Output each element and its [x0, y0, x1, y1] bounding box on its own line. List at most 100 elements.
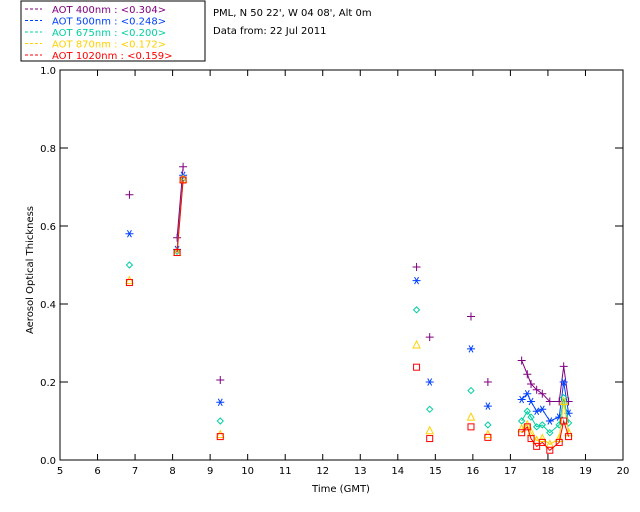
x-tick-label: 12 [316, 466, 329, 477]
data-point-plus [559, 362, 568, 371]
data-point-square [125, 279, 133, 287]
data-point-asterisk [538, 405, 547, 414]
y-tick-label: 0.2 [40, 378, 56, 389]
series-layer [125, 162, 573, 454]
data-point-plus [179, 162, 188, 171]
title-line-2: Data from: 22 Jul 2011 [213, 26, 326, 37]
x-tick-label: 5 [57, 466, 63, 477]
data-point-square [413, 363, 421, 371]
data-point-square [560, 417, 568, 425]
x-tick-label: 20 [617, 466, 630, 477]
data-point-diamond [559, 393, 568, 402]
data-point-square [555, 438, 563, 446]
data-point-asterisk [412, 276, 421, 285]
series-line [176, 179, 184, 253]
series-line [521, 419, 570, 451]
data-point-triangle [412, 339, 421, 349]
data-point-plus [517, 356, 526, 365]
data-point-triangle [466, 411, 476, 421]
data-point-square [546, 446, 554, 454]
series-plus [125, 162, 573, 406]
series-line [176, 166, 184, 238]
legend-entry: AOT 675nm : <0.200> [52, 28, 166, 39]
data-point-diamond [527, 413, 535, 421]
data-point-asterisk [425, 378, 434, 386]
data-point-plus [538, 389, 547, 398]
data-point-asterisk [216, 398, 225, 407]
x-tick-label: 6 [94, 466, 100, 477]
x-tick-label: 16 [466, 466, 479, 477]
data-point-plus [125, 190, 134, 199]
data-point-diamond [125, 261, 134, 269]
data-point-square [426, 435, 434, 443]
data-point-diamond [412, 306, 421, 314]
data-point-asterisk [125, 230, 134, 238]
x-tick-label: 15 [429, 466, 442, 477]
data-point-plus [532, 385, 541, 394]
data-point-asterisk [532, 407, 541, 415]
data-point-diamond [173, 247, 181, 256]
data-point-plus [466, 312, 475, 321]
data-point-diamond [484, 421, 492, 429]
y-tick-label: 1.0 [40, 66, 56, 77]
data-point-asterisk [483, 402, 492, 410]
data-point-plus [216, 376, 225, 385]
y-tick-label: 0.6 [40, 222, 56, 233]
data-point-triangle [125, 275, 134, 285]
data-point-triangle [537, 433, 547, 443]
data-point-asterisk [545, 417, 554, 425]
data-point-diamond [532, 423, 541, 431]
x-tick-label: 8 [169, 466, 175, 477]
data-point-triangle [215, 429, 225, 439]
x-tick-label: 18 [542, 466, 555, 477]
legend-entry: AOT 500nm : <0.248> [52, 17, 166, 28]
legend-box [20, 0, 206, 62]
data-point-asterisk [517, 395, 526, 404]
data-point-square [523, 423, 531, 431]
legend-entry: AOT 1020nm : <0.159> [52, 51, 172, 62]
data-point-square [527, 435, 535, 443]
data-point-plus [412, 262, 421, 271]
data-point-diamond [425, 405, 434, 414]
data-point-square [518, 429, 526, 437]
data-point-asterisk [527, 397, 536, 406]
data-point-triangle [559, 396, 569, 405]
data-point-square [565, 433, 573, 441]
data-point-square [538, 438, 546, 446]
y-tick-label: 0.0 [40, 456, 56, 467]
axes: 5 6 7 8 9 10 11 12 13 14 15 16 17 18 19 20 0.0 0.2 0.4 0.6 0… [40, 66, 629, 477]
data-point-plus [483, 378, 492, 386]
data-point-diamond [523, 407, 531, 415]
data-point-plus [545, 397, 554, 406]
data-point-plus [527, 379, 536, 388]
data-point-square [533, 442, 541, 450]
data-point-diamond [538, 421, 547, 429]
data-point-asterisk [559, 378, 568, 386]
data-point-square [216, 433, 224, 441]
x-tick-label: 9 [207, 466, 213, 477]
data-point-plus [173, 233, 182, 242]
y-axis-label: Aerosol Optical Thickness [25, 206, 36, 334]
x-tick-label: 13 [354, 466, 367, 477]
data-point-diamond [216, 417, 224, 425]
data-point-diamond [467, 386, 475, 395]
data-point-square [467, 423, 475, 431]
legend-entry: AOT 870nm : <0.172> [52, 40, 166, 51]
x-tick-label: 14 [391, 466, 404, 477]
legend-entry: AOT 400nm : <0.304> [52, 5, 166, 16]
data-point-square [179, 176, 187, 184]
x-axis-label: Time (GMT) [311, 484, 370, 495]
x-tick-label: 17 [504, 466, 517, 477]
data-point-square [173, 249, 181, 257]
data-point-plus [523, 370, 532, 379]
data-point-plus [425, 333, 434, 342]
data-point-diamond [546, 428, 554, 437]
data-point-triangle [425, 425, 435, 435]
y-tick-label: 0.8 [40, 144, 56, 155]
x-tick-label: 7 [132, 466, 138, 477]
data-point-square [484, 433, 492, 441]
data-point-asterisk [523, 389, 532, 398]
series-square [125, 176, 573, 454]
x-tick-label: 11 [279, 466, 292, 477]
